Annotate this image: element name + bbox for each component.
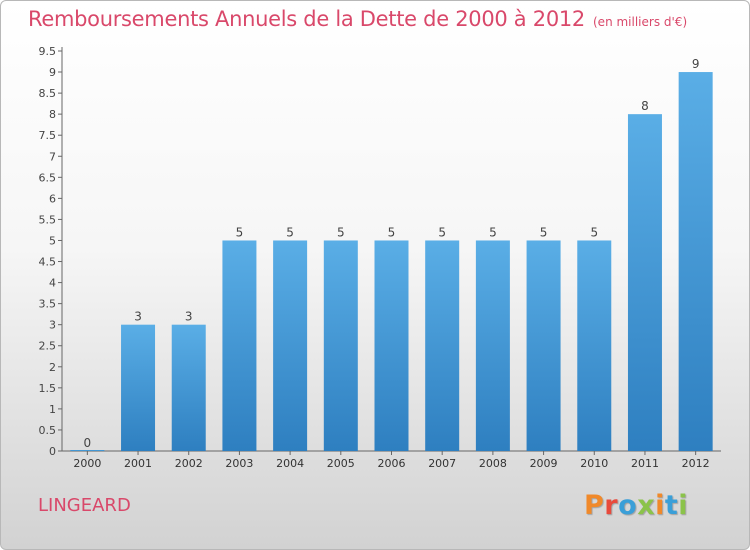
logo-letter: r (604, 490, 619, 521)
y-tick-label: 5 (49, 234, 56, 247)
y-tick-label: 6 (49, 192, 56, 205)
proxiti-logo[interactable]: Proxiti (584, 490, 688, 521)
data-label: 0 (84, 436, 92, 450)
x-tick-label: 2004 (276, 457, 304, 470)
x-tick-label: 2009 (530, 457, 558, 470)
data-label: 3 (185, 310, 193, 324)
logo-letter: x (637, 490, 656, 521)
x-tick-label: 2011 (631, 457, 659, 470)
y-tick-label: 7.5 (39, 129, 57, 142)
logo-letter: o (618, 490, 638, 521)
chart-subtitle: (en milliers d'€) (593, 15, 688, 29)
title-text: Remboursements Annuels de la Dette de 20… (28, 7, 585, 31)
bar-2001 (121, 324, 156, 451)
bar-2007 (425, 240, 460, 451)
x-tick-label: 2012 (682, 457, 710, 470)
y-tick-label: 2.5 (39, 340, 57, 353)
bar-2011 (627, 114, 662, 451)
y-tick-label: 1 (49, 403, 56, 416)
x-tick-label: 2005 (327, 457, 355, 470)
x-tick-label: 2003 (225, 457, 253, 470)
y-tick-label: 3 (49, 319, 56, 332)
y-tick-label: 9 (49, 66, 56, 79)
data-label: 9 (692, 57, 700, 71)
x-tick-label: 2010 (580, 457, 608, 470)
y-tick-label: 8.5 (39, 87, 57, 100)
y-tick-label: 3.5 (39, 298, 57, 311)
logo-letter: P (584, 490, 605, 521)
data-label: 5 (337, 225, 345, 239)
y-tick-label: 8 (49, 108, 56, 121)
bar-2009 (526, 240, 561, 451)
bar-2002 (171, 324, 206, 451)
data-label: 5 (286, 225, 294, 239)
x-tick-label: 2007 (428, 457, 456, 470)
y-tick-label: 5.5 (39, 213, 57, 226)
x-tick-label: 2002 (175, 457, 203, 470)
y-tick-label: 2 (49, 361, 56, 374)
data-label: 5 (236, 225, 244, 239)
y-tick-label: 0.5 (39, 424, 57, 437)
axis-layer: 0 0.5 1 1.5 2 2.5 3 3.5 4 4.5 5 5.5 6 6.5 7 7.5 8 8.5 9 9.5 (39, 45, 721, 458)
bar-2003 (222, 240, 257, 451)
data-label: 5 (489, 225, 497, 239)
commune-name: LINGEARD (38, 495, 131, 516)
bar-2008 (475, 240, 510, 451)
x-tick-label: 2000 (73, 457, 101, 470)
data-label: 8 (641, 99, 649, 113)
x-tick-label: 2008 (479, 457, 507, 470)
y-tick-label: 1.5 (39, 382, 57, 395)
y-tick-label: 7 (49, 150, 56, 163)
data-label: 5 (590, 225, 598, 239)
data-label: 3 (134, 310, 142, 324)
bar-2000 (70, 450, 105, 451)
y-tick-label: 6.5 (39, 171, 57, 184)
y-tick-label: 0 (49, 445, 56, 458)
bar-layer (70, 72, 713, 451)
logo-letter: t (664, 490, 679, 521)
x-tick-label: 2006 (378, 457, 406, 470)
logo-letter: i (655, 490, 665, 521)
data-label: 5 (540, 225, 548, 239)
y-tick-label: 4.5 (39, 256, 57, 269)
bar-2005 (323, 240, 358, 451)
bar-2006 (374, 240, 409, 451)
logo-letter: i (678, 490, 689, 521)
x-tick-label: 2001 (124, 457, 152, 470)
y-tick-label: 9.5 (39, 45, 57, 58)
y-tick-label: 4 (49, 277, 56, 290)
bar-2012 (678, 72, 713, 451)
chart-title: Remboursements Annuels de la Dette de 20… (28, 7, 687, 31)
data-label: 5 (438, 225, 446, 239)
label-layer: 2000 0 2001 3 2002 3 2003 5 2004 5 2005 5 2006 5 2007 5… (73, 57, 709, 470)
data-label: 5 (388, 225, 396, 239)
bar-2004 (273, 240, 308, 451)
bar-2010 (577, 240, 612, 451)
